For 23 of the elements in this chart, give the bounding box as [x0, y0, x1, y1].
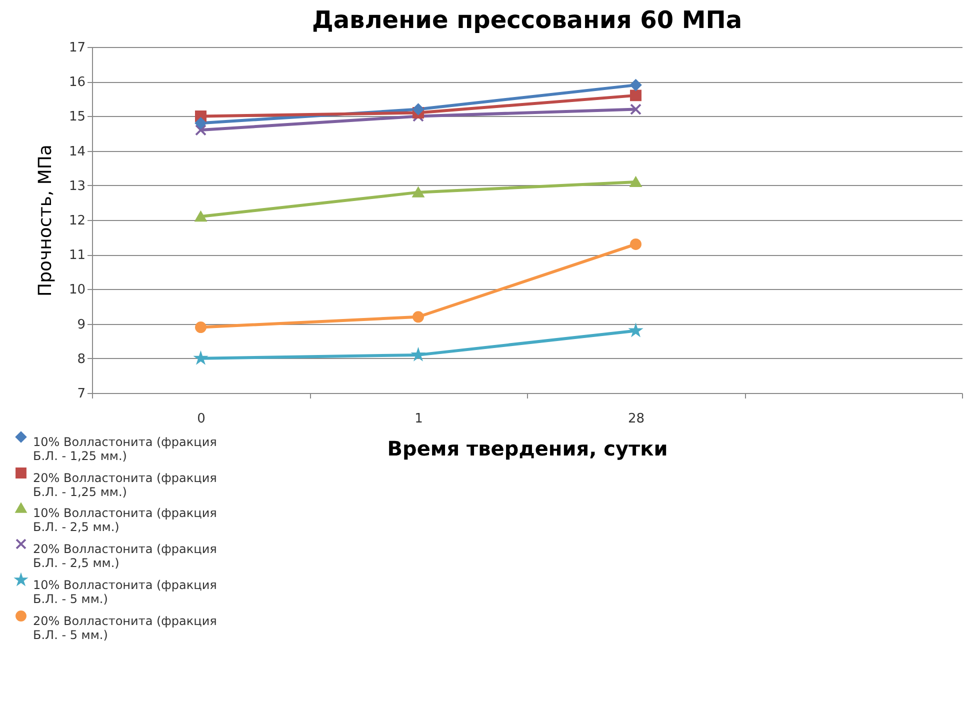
x-tick-label: 28 [628, 412, 645, 426]
y-tick-label: 17 [68, 40, 86, 56]
x-tick-label: 1 [414, 412, 423, 426]
x-axis-title: Время твердения, сутки [387, 436, 668, 460]
y-tick-label: 11 [68, 248, 86, 264]
y-tick-label: 9 [77, 317, 86, 332]
legend-label: 10% Волластонита (фракция Б.Л. - 5 мм.) [33, 578, 217, 606]
y-tick-label: 15 [68, 110, 86, 125]
y-tick-label: 16 [68, 75, 86, 90]
y-tick-label: 13 [68, 178, 86, 194]
y-tick-label: 10 [68, 282, 86, 298]
x-tick-label: 0 [197, 412, 206, 426]
legend-label: 10% Волластонита (фракция Б.Л. - 2,5 мм.) [33, 506, 217, 534]
legend-label: 20% Волластонита (фракция Б.Л. - 1,25 мм.) [33, 471, 217, 499]
legend-label: 10% Волластонита (фракция Б.Л. - 1,25 мм.) [33, 435, 217, 463]
y-tick-label: 14 [68, 144, 86, 160]
y-tick-label: 8 [77, 352, 86, 367]
y-axis-title: Прочность, МПа [34, 144, 56, 296]
legend-label: 20% Волластонита (фракция Б.Л. - 2,5 мм.) [33, 542, 217, 570]
chart-title: Давление прессования 60 МПа [312, 6, 742, 34]
legend-label: 20% Волластонита (фракция Б.Л. - 5 мм.) [33, 614, 217, 642]
y-tick-label: 12 [68, 214, 86, 228]
y-tick-label: 7 [77, 386, 86, 402]
